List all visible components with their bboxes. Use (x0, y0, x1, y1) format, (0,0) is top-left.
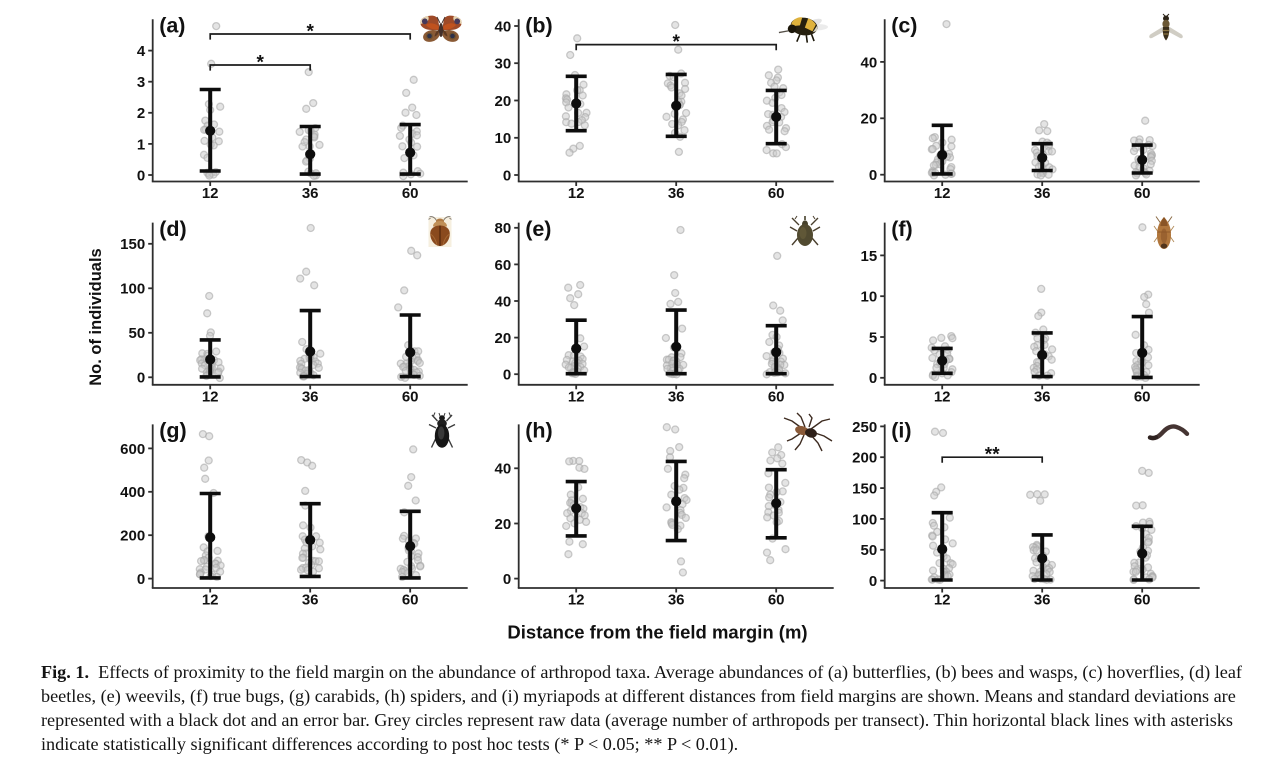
svg-text:*: * (306, 22, 314, 43)
svg-text:60: 60 (402, 185, 419, 202)
svg-text:5: 5 (869, 329, 877, 346)
svg-text:4: 4 (137, 43, 146, 60)
svg-text:30: 30 (495, 56, 512, 73)
svg-text:0: 0 (503, 571, 511, 588)
svg-text:600: 600 (120, 441, 145, 458)
svg-text:0: 0 (137, 167, 145, 184)
svg-text:*: * (672, 32, 680, 53)
svg-text:3: 3 (137, 74, 145, 91)
svg-text:0: 0 (137, 571, 145, 588)
svg-text:60: 60 (402, 388, 419, 405)
svg-text:1: 1 (137, 136, 145, 153)
svg-text:0: 0 (869, 370, 877, 387)
svg-text:12: 12 (934, 592, 951, 609)
svg-text:40: 40 (861, 54, 878, 71)
svg-text:60: 60 (768, 185, 785, 202)
svg-text:36: 36 (302, 388, 319, 405)
svg-text:10: 10 (495, 130, 512, 147)
svg-text:60: 60 (768, 592, 785, 609)
svg-text:36: 36 (302, 185, 319, 202)
svg-text:No. of individuals: No. of individuals (87, 248, 105, 386)
svg-text:20: 20 (495, 330, 512, 347)
svg-text:(g): (g) (159, 419, 186, 443)
svg-text:36: 36 (1034, 592, 1051, 609)
svg-text:400: 400 (120, 484, 145, 501)
svg-text:60: 60 (1134, 388, 1151, 405)
svg-text:20: 20 (495, 93, 512, 110)
svg-text:0: 0 (137, 370, 145, 387)
svg-text:(c): (c) (891, 14, 917, 38)
svg-text:80: 80 (495, 220, 512, 237)
svg-text:36: 36 (668, 185, 685, 202)
svg-text:12: 12 (202, 388, 219, 405)
svg-text:(a): (a) (159, 14, 185, 38)
svg-text:60: 60 (402, 592, 419, 609)
svg-text:36: 36 (1034, 388, 1051, 405)
svg-text:0: 0 (503, 167, 511, 184)
svg-text:0: 0 (869, 167, 877, 184)
svg-text:(e): (e) (525, 217, 551, 241)
svg-text:12: 12 (202, 592, 219, 609)
svg-text:60: 60 (495, 257, 512, 274)
svg-text:150: 150 (852, 480, 877, 497)
svg-text:200: 200 (120, 528, 145, 545)
svg-text:60: 60 (1134, 185, 1151, 202)
svg-text:100: 100 (120, 281, 145, 298)
svg-text:15: 15 (861, 248, 878, 265)
svg-text:50: 50 (861, 542, 878, 559)
svg-text:(d): (d) (159, 217, 186, 241)
svg-text:12: 12 (934, 185, 951, 202)
svg-text:36: 36 (668, 592, 685, 609)
svg-text:12: 12 (934, 388, 951, 405)
svg-text:12: 12 (568, 388, 585, 405)
svg-text:200: 200 (852, 450, 877, 467)
svg-text:40: 40 (495, 293, 512, 310)
svg-text:(b): (b) (525, 14, 552, 38)
svg-text:12: 12 (202, 185, 219, 202)
svg-text:2: 2 (137, 105, 145, 122)
svg-text:0: 0 (869, 573, 877, 590)
svg-text:*: * (256, 53, 264, 74)
svg-text:40: 40 (495, 18, 512, 35)
svg-text:12: 12 (568, 592, 585, 609)
svg-text:250: 250 (852, 419, 877, 436)
svg-text:20: 20 (495, 516, 512, 533)
svg-text:20: 20 (861, 111, 878, 128)
svg-text:60: 60 (1134, 592, 1151, 609)
svg-text:150: 150 (120, 236, 145, 253)
svg-text:10: 10 (861, 289, 878, 306)
svg-text:Distance from the field margin: Distance from the field margin (m) (507, 622, 807, 643)
svg-text:(f): (f) (891, 217, 912, 241)
svg-text:0: 0 (503, 367, 511, 384)
svg-text:50: 50 (129, 325, 146, 342)
svg-text:(h): (h) (525, 419, 552, 443)
svg-text:36: 36 (1034, 185, 1051, 202)
svg-text:(i): (i) (891, 419, 911, 443)
svg-text:12: 12 (568, 185, 585, 202)
svg-text:60: 60 (768, 388, 785, 405)
svg-text:**: ** (985, 445, 1000, 466)
svg-text:36: 36 (668, 388, 685, 405)
svg-text:36: 36 (302, 592, 319, 609)
svg-text:100: 100 (852, 511, 877, 528)
svg-text:40: 40 (495, 461, 512, 478)
